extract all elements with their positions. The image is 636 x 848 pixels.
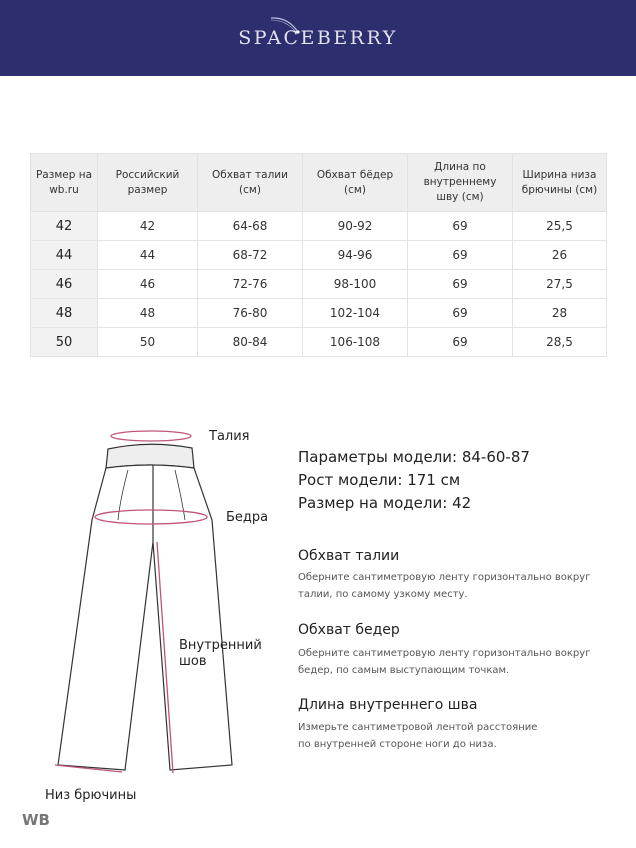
brand-logo: SPACEBERRY: [238, 27, 398, 49]
table-row: 44 44 68-72 94-96 69 26: [30, 240, 607, 270]
table-row: 46 46 72-76 98-100 69 27,5: [30, 269, 607, 299]
table-row: 50 50 80-84 106-108 69 28,5: [30, 327, 607, 357]
table-cell: 69: [407, 298, 513, 328]
column-header: Длина по внутреннему шву (см): [407, 153, 513, 212]
table-cell: 46: [97, 269, 198, 299]
column-header: Ширина низа брючины (см): [512, 153, 607, 212]
table-cell: 28,5: [512, 327, 607, 357]
table-cell: 42: [97, 211, 198, 241]
table-cell: 50: [30, 327, 98, 357]
model-params: Параметры модели: 84-60-87: [298, 448, 530, 466]
hips-label: Бедра: [226, 510, 269, 525]
instruction-text: Оберните сантиметровую ленту горизонталь…: [298, 572, 591, 600]
table-cell: 48: [97, 298, 198, 328]
inseam-measure-icon: [156, 541, 174, 774]
hem-measure-icon: [54, 764, 123, 773]
instruction-title: Обхват бедер: [298, 622, 400, 638]
table-cell: 76-80: [197, 298, 303, 328]
table-cell: 64-68: [197, 211, 303, 241]
table-cell: 69: [407, 240, 513, 270]
table-cell: 46: [30, 269, 98, 299]
table-header-row: Размер на wb.ru Российский размер Обхват…: [30, 153, 607, 212]
table-cell: 42: [30, 211, 98, 241]
measurement-lines: [54, 430, 208, 774]
inseam-label-line1: Внутренний: [179, 638, 262, 653]
table-cell: 69: [407, 327, 513, 357]
wb-watermark: WB: [22, 811, 50, 829]
column-header: Размер на wb.ru: [30, 153, 98, 212]
brand-banner: SPACEBERRY: [0, 0, 636, 76]
model-height: Рост модели: 171 см: [298, 471, 461, 489]
instruction-title: Длина внутреннего шва: [298, 697, 478, 713]
table-cell: 28: [512, 298, 607, 328]
size-table: Размер на wb.ru Российский размер Обхват…: [30, 153, 607, 357]
model-size: Размер на модели: 42: [298, 494, 472, 512]
table-cell: 94-96: [302, 240, 408, 270]
waist-label: Талия: [209, 429, 250, 444]
pants-outline: [57, 443, 233, 771]
instruction-text: Измерьте сантиметровой лентой расстояние…: [298, 722, 538, 750]
table-cell: 26: [512, 240, 607, 270]
table-cell: 80-84: [197, 327, 303, 357]
table-cell: 72-76: [197, 269, 303, 299]
inseam-label-line2: шов: [179, 654, 207, 669]
table-cell: 98-100: [302, 269, 408, 299]
table-cell: 69: [407, 269, 513, 299]
column-header: Российский размер: [97, 153, 198, 212]
hem-label: Низ брючины: [45, 788, 137, 803]
table-cell: 44: [30, 240, 98, 270]
shooting-star-icon: [270, 17, 300, 34]
table-cell: 90-92: [302, 211, 408, 241]
table-cell: 69: [407, 211, 513, 241]
table-row: 48 48 76-80 102-104 69 28: [30, 298, 607, 328]
table-cell: 48: [30, 298, 98, 328]
table-cell: 102-104: [302, 298, 408, 328]
instruction-title: Обхват талии: [298, 548, 400, 564]
table-cell: 27,5: [512, 269, 607, 299]
table-cell: 44: [97, 240, 198, 270]
table-row: 42 42 64-68 90-92 69 25,5: [30, 211, 607, 241]
column-header: Обхват талии (см): [197, 153, 303, 212]
pants-diagram: [54, 430, 233, 774]
table-cell: 50: [97, 327, 198, 357]
column-header: Обхват бёдер (см): [302, 153, 408, 212]
waist-measure-icon: [110, 430, 192, 442]
hips-measure-icon: [94, 509, 208, 525]
instruction-text: Оберните сантиметровую ленту горизонталь…: [298, 648, 591, 676]
table-cell: 25,5: [512, 211, 607, 241]
table-cell: 106-108: [302, 327, 408, 357]
table-cell: 68-72: [197, 240, 303, 270]
